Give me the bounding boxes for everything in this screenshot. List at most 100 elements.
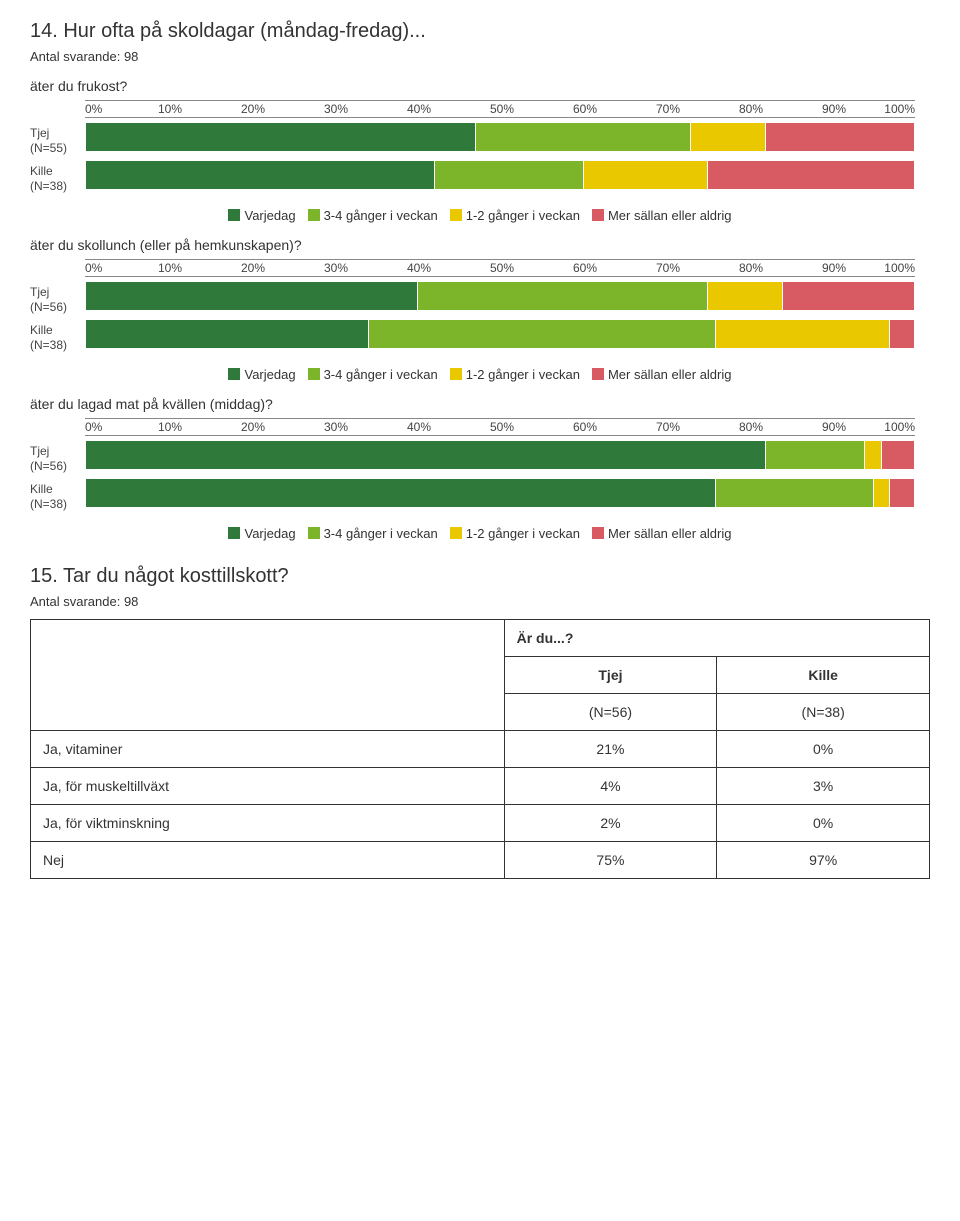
- bar-segment: [765, 441, 864, 469]
- stacked-bar-chart: 0%10%20%30%40%50%60%70%80%90%100%Tjej(N=…: [30, 100, 930, 194]
- bar-row-label: Kille(N=38): [30, 160, 85, 194]
- bar-segment: [475, 123, 690, 151]
- axis-tick-label: 0%: [85, 420, 102, 434]
- legend-label: 3-4 gånger i veckan: [324, 367, 438, 382]
- bar-segment: [707, 282, 782, 310]
- bar-row-label: Tjej(N=56): [30, 440, 85, 474]
- legend-label: Mer sällan eller aldrig: [608, 208, 732, 223]
- axis-tick-label: 20%: [241, 102, 265, 116]
- legend-label: Varjedag: [244, 208, 295, 223]
- q15-title: 15. Tar du något kosttillskott?: [30, 565, 930, 588]
- legend-swatch: [450, 209, 462, 221]
- legend-item: Varjedag: [228, 367, 295, 382]
- axis-tick-label: 60%: [573, 420, 597, 434]
- table-row: Nej75%97%: [31, 842, 930, 879]
- bar-row: Kille(N=38): [30, 478, 930, 512]
- axis-tick-label: 100%: [884, 261, 915, 275]
- cell-value: 75%: [504, 842, 717, 879]
- q15-col-label: Tjej: [504, 657, 717, 694]
- axis-tick-label: 90%: [822, 102, 846, 116]
- bar-segment: [86, 282, 417, 310]
- row-label: Ja, vitaminer: [31, 731, 505, 768]
- axis-tick: 20%: [251, 260, 334, 276]
- stacked-bar-chart: 0%10%20%30%40%50%60%70%80%90%100%Tjej(N=…: [30, 259, 930, 353]
- axis-tick: 20%: [251, 101, 334, 117]
- axis-tick-label: 0%: [85, 102, 102, 116]
- axis-tick-label: 100%: [884, 420, 915, 434]
- legend-item: Varjedag: [228, 208, 295, 223]
- bar-segment: [86, 161, 434, 189]
- bar-segment: [707, 161, 914, 189]
- table-row: Ja, för viktminskning2%0%: [31, 805, 930, 842]
- axis-tick-label: 20%: [241, 420, 265, 434]
- legend-label: Mer sällan eller aldrig: [608, 526, 732, 541]
- axis-tick-label: 20%: [241, 261, 265, 275]
- legend-swatch: [308, 209, 320, 221]
- row-label: Nej: [31, 842, 505, 879]
- q15-header-main: Är du...?: [504, 620, 929, 657]
- table-row: Ja, för muskeltillväxt4%3%: [31, 768, 930, 805]
- legend-item: Mer sällan eller aldrig: [592, 208, 732, 223]
- bar-row: Tjej(N=56): [30, 440, 930, 474]
- bar-track: [85, 281, 915, 311]
- axis-tick: 80%: [749, 101, 832, 117]
- sub-question: äter du skollunch (eller på hemkunskapen…: [30, 237, 930, 253]
- axis-tick-label: 50%: [490, 102, 514, 116]
- axis-tick-label: 10%: [158, 102, 182, 116]
- axis-tick-label: 40%: [407, 261, 431, 275]
- legend-swatch: [592, 527, 604, 539]
- legend-item: 1-2 gånger i veckan: [450, 367, 580, 382]
- axis-tick-label: 50%: [490, 261, 514, 275]
- cell-value: 3%: [717, 768, 930, 805]
- bar-segment: [690, 123, 765, 151]
- q15-col-label: Kille: [717, 657, 930, 694]
- axis-tick-label: 40%: [407, 102, 431, 116]
- bar-segment: [86, 320, 368, 348]
- axis-tick-label: 60%: [573, 102, 597, 116]
- bar-row: Kille(N=38): [30, 319, 930, 353]
- axis-tick: 60%: [583, 260, 666, 276]
- legend: Varjedag3-4 gånger i veckan1-2 gånger i …: [30, 526, 930, 541]
- axis-tick-label: 80%: [739, 102, 763, 116]
- bar-row: Kille(N=38): [30, 160, 930, 194]
- legend-swatch: [592, 209, 604, 221]
- axis: 0%10%20%30%40%50%60%70%80%90%100%: [85, 418, 915, 436]
- axis-tick-label: 10%: [158, 261, 182, 275]
- bar-row-label: Tjej(N=56): [30, 281, 85, 315]
- axis: 0%10%20%30%40%50%60%70%80%90%100%: [85, 100, 915, 118]
- bar-segment: [368, 320, 716, 348]
- bar-segment: [434, 161, 583, 189]
- axis-tick-label: 70%: [656, 102, 680, 116]
- bar-track: [85, 122, 915, 152]
- axis-tick: 0%: [85, 260, 168, 276]
- axis-tick: 50%: [500, 101, 583, 117]
- legend-item: Mer sällan eller aldrig: [592, 367, 732, 382]
- legend-item: Mer sällan eller aldrig: [592, 526, 732, 541]
- bar-track: [85, 160, 915, 190]
- axis-tick-label: 90%: [822, 261, 846, 275]
- row-label: Ja, för viktminskning: [31, 805, 505, 842]
- axis: 0%10%20%30%40%50%60%70%80%90%100%: [85, 259, 915, 277]
- legend-swatch: [308, 527, 320, 539]
- bar-segment: [86, 441, 765, 469]
- axis-tick-label: 100%: [884, 102, 915, 116]
- cell-value: 97%: [717, 842, 930, 879]
- axis-tick: 0%: [85, 101, 168, 117]
- bar-row-label: Kille(N=38): [30, 319, 85, 353]
- legend-label: Mer sällan eller aldrig: [608, 367, 732, 382]
- axis-tick: 40%: [417, 101, 500, 117]
- bar-segment: [86, 479, 715, 507]
- axis-tick: 70%: [666, 101, 749, 117]
- q15-respondents: Antal svarande: 98: [30, 594, 930, 609]
- bar-segment: [873, 479, 890, 507]
- legend-swatch: [308, 368, 320, 380]
- bar-track: [85, 319, 915, 349]
- axis-tick: 10%: [168, 260, 251, 276]
- bar-row: Tjej(N=55): [30, 122, 930, 156]
- axis-tick: 40%: [417, 260, 500, 276]
- bar-segment: [86, 123, 475, 151]
- axis-tick-label: 30%: [324, 420, 348, 434]
- axis-tick-label: 80%: [739, 261, 763, 275]
- bar-segment: [583, 161, 707, 189]
- axis-tick: 10%: [168, 419, 251, 435]
